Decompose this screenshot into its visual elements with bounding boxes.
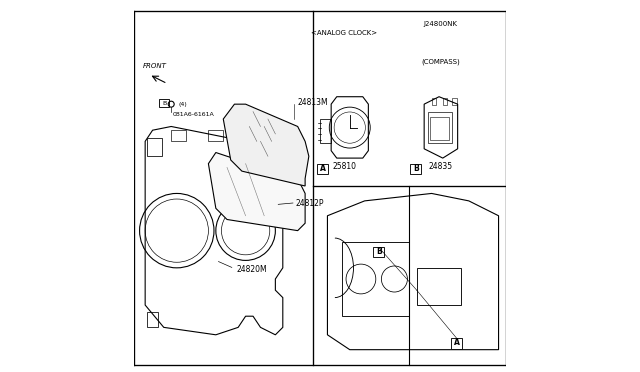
Text: (COMPASS): (COMPASS) (422, 58, 460, 65)
Text: 25810: 25810 (332, 162, 356, 171)
Bar (431, 117, 449, 140)
Text: 24820M: 24820M (236, 265, 267, 274)
Bar (428, 112, 452, 143)
Text: B: B (376, 247, 381, 256)
FancyBboxPatch shape (410, 164, 421, 174)
Text: FRONT: FRONT (143, 63, 166, 69)
Bar (147, 312, 158, 327)
Bar (431, 98, 436, 105)
Bar (417, 268, 461, 305)
Bar (147, 138, 162, 156)
Polygon shape (223, 104, 309, 186)
Bar (172, 130, 186, 141)
Text: 24812P: 24812P (296, 199, 324, 208)
FancyBboxPatch shape (317, 164, 328, 174)
Text: (4): (4) (179, 102, 188, 107)
Text: <ANALOG CLOCK>: <ANALOG CLOCK> (311, 31, 377, 36)
Text: A: A (320, 164, 326, 173)
Text: B: B (413, 164, 419, 173)
Text: 24813M: 24813M (298, 98, 328, 107)
FancyBboxPatch shape (451, 338, 462, 349)
Polygon shape (209, 153, 305, 231)
Text: 081A6-6161A: 081A6-6161A (173, 112, 215, 116)
Bar (443, 98, 447, 105)
Text: B: B (162, 100, 166, 106)
FancyBboxPatch shape (373, 247, 384, 257)
Bar (209, 130, 223, 141)
Text: A: A (454, 339, 460, 347)
Text: J24800NK: J24800NK (424, 21, 458, 27)
Text: 24835: 24835 (429, 162, 453, 171)
Bar (342, 242, 410, 316)
Bar (452, 98, 456, 105)
